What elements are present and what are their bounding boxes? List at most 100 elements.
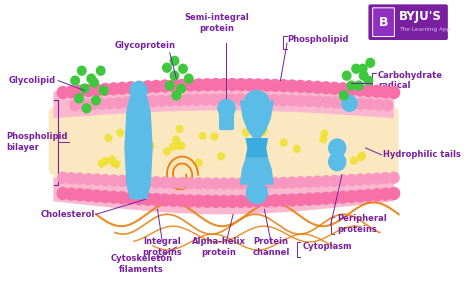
Circle shape	[363, 190, 374, 201]
Circle shape	[312, 81, 323, 93]
Circle shape	[184, 79, 196, 91]
FancyBboxPatch shape	[372, 7, 395, 37]
Circle shape	[244, 79, 255, 91]
Circle shape	[151, 177, 162, 188]
Circle shape	[117, 129, 124, 137]
Circle shape	[359, 152, 365, 159]
Circle shape	[253, 79, 264, 91]
Text: Phospholipid
bilayer: Phospholipid bilayer	[6, 132, 68, 152]
Circle shape	[199, 133, 206, 139]
Circle shape	[176, 126, 183, 133]
Circle shape	[201, 195, 213, 207]
Circle shape	[303, 193, 315, 205]
Circle shape	[346, 84, 357, 95]
Circle shape	[355, 190, 365, 202]
Circle shape	[100, 174, 110, 186]
Circle shape	[371, 189, 383, 201]
Circle shape	[347, 98, 358, 109]
Circle shape	[201, 79, 213, 91]
Circle shape	[193, 195, 204, 207]
Circle shape	[172, 91, 181, 100]
FancyBboxPatch shape	[368, 4, 448, 40]
Circle shape	[355, 81, 363, 90]
Circle shape	[338, 175, 348, 186]
Circle shape	[337, 83, 349, 95]
Circle shape	[74, 189, 85, 201]
Circle shape	[246, 182, 267, 203]
Circle shape	[126, 176, 136, 187]
Text: Peripheral
proteins: Peripheral proteins	[337, 215, 387, 234]
Circle shape	[321, 130, 328, 137]
Circle shape	[117, 192, 128, 204]
Circle shape	[295, 80, 306, 92]
Circle shape	[339, 91, 348, 100]
FancyBboxPatch shape	[373, 8, 394, 36]
FancyBboxPatch shape	[49, 107, 399, 175]
Circle shape	[278, 177, 289, 188]
Circle shape	[82, 104, 91, 113]
Circle shape	[99, 86, 108, 95]
Circle shape	[79, 99, 89, 110]
Circle shape	[148, 96, 158, 107]
Circle shape	[78, 66, 86, 75]
Circle shape	[176, 80, 187, 91]
Circle shape	[178, 142, 185, 149]
Circle shape	[110, 159, 117, 166]
Circle shape	[151, 194, 162, 205]
Circle shape	[244, 195, 255, 207]
Circle shape	[159, 80, 171, 92]
Circle shape	[382, 100, 392, 111]
Circle shape	[356, 98, 366, 109]
Circle shape	[191, 94, 202, 105]
Circle shape	[313, 96, 323, 107]
Circle shape	[91, 84, 102, 96]
Circle shape	[380, 86, 391, 98]
Circle shape	[329, 192, 340, 204]
Circle shape	[236, 196, 247, 207]
Circle shape	[321, 97, 332, 107]
Circle shape	[179, 64, 187, 73]
Polygon shape	[240, 100, 274, 138]
Circle shape	[134, 81, 145, 93]
Text: Cytoskeleton
filaments: Cytoskeleton filaments	[110, 254, 173, 274]
Circle shape	[374, 99, 384, 110]
Text: Glycoprotein: Glycoprotein	[115, 41, 176, 50]
Circle shape	[126, 141, 133, 148]
Circle shape	[270, 178, 280, 188]
Circle shape	[57, 188, 69, 199]
Circle shape	[287, 95, 297, 106]
Circle shape	[165, 81, 174, 90]
Circle shape	[339, 97, 349, 108]
FancyBboxPatch shape	[219, 106, 234, 130]
Circle shape	[71, 76, 80, 85]
Circle shape	[304, 96, 314, 107]
Circle shape	[185, 178, 195, 189]
Circle shape	[105, 98, 115, 109]
Circle shape	[210, 79, 221, 91]
Polygon shape	[54, 79, 394, 118]
Circle shape	[108, 83, 119, 95]
Circle shape	[151, 80, 162, 92]
Circle shape	[304, 176, 314, 187]
Circle shape	[170, 71, 179, 80]
Circle shape	[98, 160, 105, 167]
Circle shape	[163, 63, 171, 72]
Circle shape	[280, 139, 287, 146]
Circle shape	[257, 158, 264, 165]
Circle shape	[295, 177, 306, 188]
Circle shape	[105, 135, 112, 142]
Circle shape	[122, 97, 132, 108]
Circle shape	[96, 98, 106, 109]
Text: Integral
proteins: Integral proteins	[142, 237, 182, 257]
Circle shape	[358, 64, 367, 73]
Circle shape	[109, 175, 119, 186]
Circle shape	[195, 159, 202, 166]
Circle shape	[269, 195, 281, 207]
Circle shape	[359, 71, 368, 80]
Circle shape	[329, 82, 340, 94]
Circle shape	[142, 193, 154, 205]
Circle shape	[218, 99, 235, 117]
Circle shape	[363, 85, 374, 97]
Circle shape	[236, 178, 246, 189]
Circle shape	[139, 96, 150, 107]
